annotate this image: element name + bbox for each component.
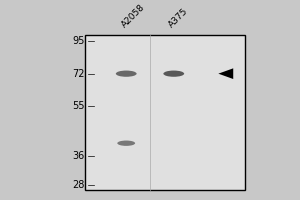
- Ellipse shape: [164, 71, 184, 77]
- Ellipse shape: [116, 71, 136, 77]
- Ellipse shape: [117, 141, 135, 146]
- Text: 28: 28: [72, 180, 85, 190]
- Text: 55: 55: [72, 101, 85, 111]
- Text: 36: 36: [72, 151, 85, 161]
- Text: 72: 72: [72, 69, 85, 79]
- Text: 95: 95: [72, 36, 85, 46]
- Text: A375: A375: [167, 7, 190, 29]
- Text: A2058: A2058: [120, 3, 147, 29]
- Bar: [85, 35, 245, 190]
- FancyArrow shape: [218, 68, 233, 79]
